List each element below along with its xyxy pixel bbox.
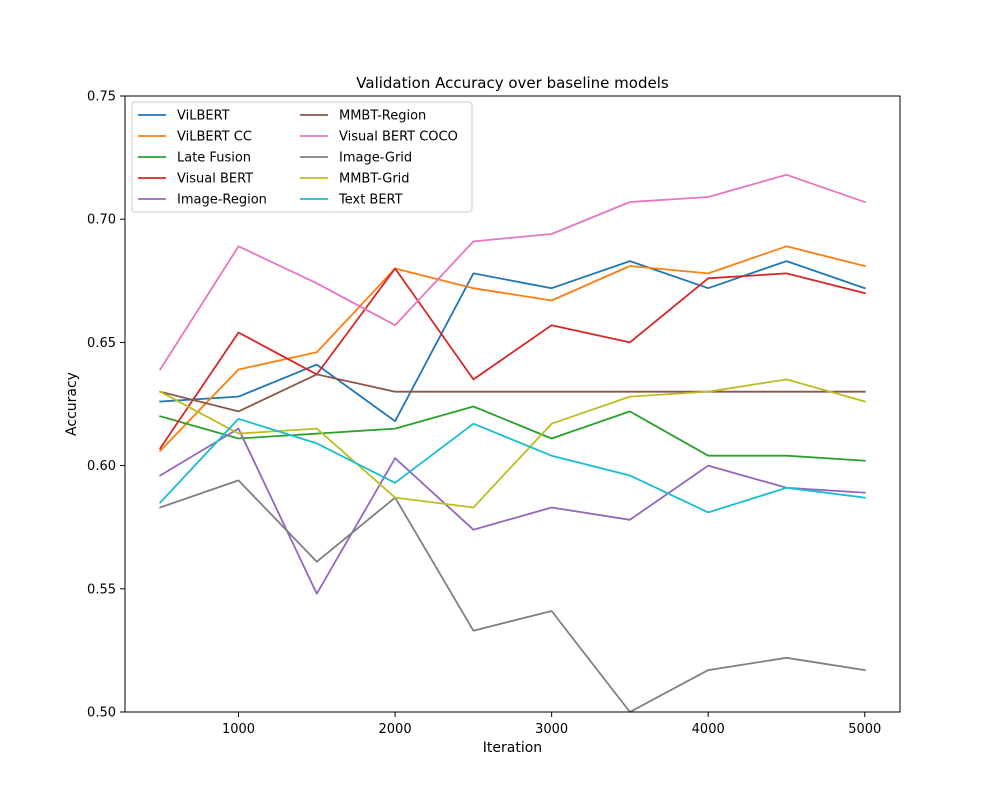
x-tick-label: 1000 [222,722,255,737]
y-tick-label: 0.55 [87,582,116,597]
series-line-image-grid [159,479,866,713]
y-tick-label: 0.65 [87,336,116,351]
x-tick-label: 3000 [535,722,568,737]
series-line-vilbert-cc [158,245,866,453]
legend-label: Image-Grid [339,151,412,166]
legend-label: Image-Region [177,193,267,208]
series-line-late-fusion [159,405,866,462]
chart-title: Validation Accuracy over baseline models [356,74,669,92]
plot-area [158,173,866,713]
legend: ViLBERT ViLBERT CC Late Fusion Visual BERT I… [131,101,473,213]
y-tick-label: 0.60 [87,459,116,474]
series-line-text-bert [158,417,866,514]
legend-label: Late Fusion [177,151,251,166]
x-axis-label: Iteration [483,740,542,756]
x-axis: 1000 2000 3000 4000 5000 [222,712,881,737]
series-line-visual-bert [158,267,866,450]
legend-label: MMBT-Grid [339,172,410,187]
legend-label: Visual BERT COCO [339,130,458,145]
series-line-mmbt-region [159,373,866,413]
legend-label: Text BERT [338,193,403,208]
y-axis: 0.50 0.55 0.60 0.65 0.70 0.75 [87,90,125,721]
legend-label: Visual BERT [177,172,253,187]
series-line-visual-bert-coco [158,173,866,371]
y-tick-label: 0.75 [87,90,116,105]
x-tick-label: 4000 [692,722,725,737]
y-tick-label: 0.50 [87,706,116,721]
legend-label: ViLBERT CC [177,130,252,145]
y-axis-label: Accuracy [64,372,80,436]
y-tick-label: 0.70 [87,213,116,228]
x-tick-label: 2000 [379,722,412,737]
legend-label: ViLBERT [177,109,230,124]
legend-label: MMBT-Region [339,109,426,124]
x-tick-label: 5000 [848,722,881,737]
plot-frame [124,95,901,713]
series-line-image-region [158,427,866,595]
series-line-vilbert [159,260,866,423]
